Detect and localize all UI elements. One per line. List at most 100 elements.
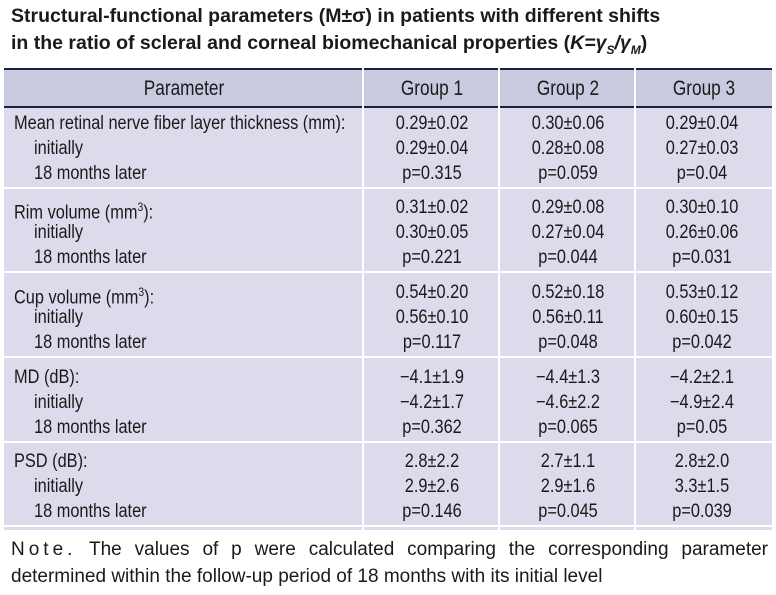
table-row: initially 2.9±2.6 2.9±1.6 3.3±1.5 [4, 474, 772, 499]
table-row: initially 0.29±0.04 0.28±0.08 0.27±0.03 [4, 136, 772, 161]
group-3-value: 3.3±1.5 [674, 476, 730, 497]
group-1-value: −4.2±1.7 [400, 392, 464, 413]
row-label: initially [34, 222, 84, 243]
title-line-2-prefix: in the ratio of scleral and corneal biom… [11, 32, 571, 54]
group-1-value: p=0.362 [402, 417, 462, 438]
row-label: initially [34, 307, 84, 328]
group-1-value: −4.1±1.9 [400, 367, 464, 388]
group-2-value: p=0.048 [538, 332, 598, 353]
parameter-name: Rim volume (mm3): [14, 200, 154, 224]
group-1-value: 0.30±0.05 [395, 222, 469, 243]
parameter-name: PSD (dB): [14, 451, 88, 472]
parameter-name: MD (dB): [14, 367, 80, 388]
title-close-paren: ) [640, 32, 648, 54]
table-row: PSD (dB): 2.8±2.2 2.7±1.1 2.8±2.0 [4, 449, 772, 474]
group-3-value: 0.27±0.03 [665, 138, 739, 159]
note-label: Note. [11, 539, 77, 560]
table-row: 18 months later p=0.221 p=0.044 p=0.031 [4, 245, 772, 270]
group-1-value: p=0.221 [402, 247, 462, 268]
table-row: Cup volume (mm3): 0.54±0.20 0.52±0.18 0.53±… [4, 280, 772, 308]
group-2-value: p=0.065 [538, 417, 598, 438]
group-3-value: −4.9±2.4 [670, 392, 734, 413]
table-header-row: Parameter Group 1 Group 2 Group 3 [4, 68, 772, 108]
group-3-value: 2.8±2.0 [674, 451, 730, 472]
note-line-2: determined within the follow-up period o… [11, 566, 603, 587]
group-2-value: −4.4±1.3 [536, 367, 600, 388]
title-gamma-m: /γM [614, 32, 641, 57]
group-2-value: 0.30±0.06 [531, 113, 605, 134]
group-2-value: 0.52±0.18 [531, 282, 605, 303]
group-2-value: 0.29±0.08 [531, 197, 605, 218]
table-title-line-1: Structural-functional parameters (M±σ) i… [11, 5, 661, 27]
data-table: Parameter Group 1 Group 2 Group 3 Mean r… [4, 68, 772, 530]
parameter-name: Cup volume (mm3): [14, 285, 155, 309]
header-group-2: Group 2 [536, 77, 600, 100]
group-1-value: 0.29±0.04 [395, 138, 469, 159]
header-group-1: Group 1 [400, 77, 464, 100]
table-group: Cup volume (mm3): 0.54±0.20 0.52±0.18 0.53±… [4, 277, 772, 358]
group-3-value: p=0.04 [676, 163, 728, 184]
header-group-3: Group 3 [672, 77, 736, 100]
column-separator [498, 68, 500, 530]
group-1-value: 2.9±2.6 [404, 476, 460, 497]
group-3-value: p=0.042 [672, 332, 732, 353]
group-1-value: p=0.117 [402, 332, 462, 353]
group-2-value: 2.9±1.6 [540, 476, 596, 497]
group-2-value: 0.27±0.04 [531, 222, 605, 243]
table-row: initially 0.56±0.10 0.56±0.11 0.60±0.15 [4, 305, 772, 330]
group-2-value: 0.56±0.11 [532, 307, 604, 328]
table-title-line-2: in the ratio of scleral and corneal biom… [11, 30, 771, 64]
table-row: initially 0.30±0.05 0.27±0.04 0.26±0.06 [4, 220, 772, 245]
table-group: PSD (dB): 2.8±2.2 2.7±1.1 2.8±2.0 initially 2… [4, 446, 772, 527]
group-1-value: 0.29±0.02 [395, 113, 469, 134]
row-label: 18 months later [34, 247, 147, 268]
title-k-symbol: K [570, 32, 585, 54]
table-row: 18 months later p=0.146 p=0.045 p=0.039 [4, 499, 772, 524]
group-3-value: 0.53±0.12 [665, 282, 739, 303]
row-label: 18 months later [34, 163, 147, 184]
note-line-1: Note. The values of p were calculated co… [11, 536, 768, 563]
group-1-value: p=0.146 [402, 501, 462, 522]
group-1-value: p=0.315 [402, 163, 462, 184]
group-3-value: p=0.05 [676, 417, 728, 438]
table-row: 18 months later p=0.362 p=0.065 p=0.05 [4, 415, 772, 440]
group-2-value: −4.6±2.2 [536, 392, 600, 413]
column-separator [362, 68, 364, 530]
group-3-value: p=0.031 [672, 247, 732, 268]
table-group: Rim volume (mm3): 0.31±0.02 0.29±0.08 0.30±… [4, 192, 772, 273]
table-row: initially −4.2±1.7 −4.6±2.2 −4.9±2.4 [4, 390, 772, 415]
row-label: initially [34, 392, 84, 413]
group-1-value: 0.31±0.02 [395, 197, 469, 218]
row-label: 18 months later [34, 332, 147, 353]
group-2-value: 2.7±1.1 [540, 451, 596, 472]
table-note: Note. The values of p were calculated co… [11, 536, 768, 590]
table-row: MD (dB): −4.1±1.9 −4.4±1.3 −4.2±2.1 [4, 365, 772, 390]
group-1-value: 0.54±0.20 [395, 282, 469, 303]
group-2-value: p=0.044 [538, 247, 598, 268]
column-separator [634, 68, 636, 530]
header-parameter: Parameter [143, 77, 225, 100]
group-3-value: −4.2±2.1 [670, 367, 734, 388]
row-label: 18 months later [34, 501, 147, 522]
group-2-value: p=0.045 [538, 501, 598, 522]
row-label: initially [34, 138, 84, 159]
row-label: initially [34, 476, 84, 497]
parameter-name: Mean retinal nerve fiber layer thickness… [14, 113, 346, 134]
table-title: Structural-functional parameters (M±σ) i… [11, 3, 771, 64]
table-row: 18 months later p=0.315 p=0.059 p=0.04 [4, 161, 772, 186]
group-3-value: p=0.039 [672, 501, 732, 522]
table-group: Mean retinal nerve fiber layer thickness… [4, 108, 772, 189]
group-3-value: 0.26±0.06 [665, 222, 739, 243]
note-text-1: The values of p were calculated comparin… [88, 539, 769, 560]
group-1-value: 0.56±0.10 [395, 307, 469, 328]
table-group: MD (dB): −4.1±1.9 −4.4±1.3 −4.2±2.1 initiall… [4, 362, 772, 443]
table-row: Rim volume (mm3): 0.31±0.02 0.29±0.08 0.30±… [4, 195, 772, 223]
group-3-value: 0.60±0.15 [665, 307, 739, 328]
table-row: Mean retinal nerve fiber layer thickness… [4, 111, 772, 136]
group-3-value: 0.30±0.10 [665, 197, 739, 218]
group-1-value: 2.8±2.2 [404, 451, 460, 472]
group-3-value: 0.29±0.04 [665, 113, 739, 134]
table-row: 18 months later p=0.117 p=0.048 p=0.042 [4, 330, 772, 355]
row-label: 18 months later [34, 417, 147, 438]
group-2-value: 0.28±0.08 [531, 138, 605, 159]
